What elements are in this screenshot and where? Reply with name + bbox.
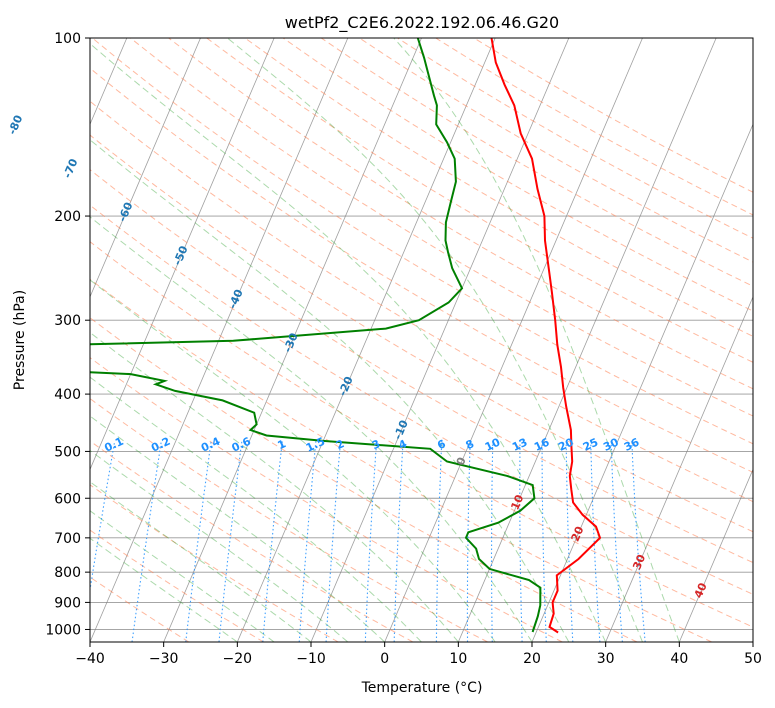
isotherm-line (678, 468, 753, 642)
mixing-ratio-line (565, 440, 574, 642)
isotherm-line (457, 38, 717, 642)
mixing-ratio-label: 13 (510, 436, 529, 454)
mixing-ratio-label: 16 (532, 435, 552, 453)
y-tick-label: 100 (54, 31, 81, 47)
dry-adiabat (90, 357, 563, 642)
y-tick-label: 700 (54, 531, 81, 547)
x-tick-label: −20 (223, 651, 253, 667)
x-tick-label: 50 (744, 651, 762, 667)
dry-adiabat (90, 278, 712, 642)
isotherm-line (384, 38, 643, 642)
isotherm-line (605, 295, 753, 642)
isotherm-label: 10 (508, 492, 526, 512)
mixing-ratio-line (185, 440, 212, 642)
moist-adiabat (393, 38, 680, 642)
dry-adiabat (168, 38, 753, 390)
mixing-ratio-label: 36 (622, 435, 642, 453)
y-tick-label: 200 (54, 209, 81, 225)
moist-adiabat (90, 331, 459, 642)
moist-adiabat (90, 139, 570, 642)
dry-adiabat (90, 317, 638, 642)
mixing-ratio-label: 25 (581, 436, 600, 454)
mixing-ratio-line (298, 440, 317, 642)
mixing-ratio-line (262, 440, 283, 642)
mixing-ratio-line (590, 440, 601, 642)
x-tick-label: 40 (670, 651, 688, 667)
mixing-ratio-line (466, 440, 471, 642)
dry-adiabat (282, 38, 753, 312)
y-axis: 100 200 300 400 500 600 700 800 900 1000 (45, 31, 90, 638)
isotherm-label: 30 (630, 552, 648, 572)
isotherm-line (236, 38, 496, 642)
moist-adiabat (90, 510, 275, 642)
x-axis-label: Temperature (°C) (361, 680, 483, 696)
mixing-ratio-label: 10 (483, 435, 503, 453)
dry-adiabat (90, 134, 753, 533)
dry-adiabat (90, 241, 753, 628)
mixing-ratio-label: 20 (556, 435, 576, 453)
moist-adiabat (227, 38, 643, 642)
mixing-ratio-line (610, 440, 623, 642)
isotherm-label: 20 (569, 524, 587, 544)
y-tick-label: 400 (54, 387, 81, 403)
dry-adiabat (244, 38, 753, 337)
mixing-ratio-line (490, 440, 494, 642)
x-axis: −40 −30 −20 −10 0 10 20 30 40 50 (75, 642, 762, 667)
y-tick-label: 300 (54, 313, 81, 329)
mixing-ratio-line (90, 440, 116, 594)
y-tick-label: 900 (54, 595, 81, 611)
dry-adiabat (90, 484, 339, 642)
overlay-layer (90, 38, 753, 642)
isotherm-line (163, 38, 422, 642)
y-tick-label: 1000 (45, 622, 81, 638)
moist-adiabat (90, 376, 422, 642)
moist-adiabat (90, 449, 349, 642)
isotherm-line (90, 38, 349, 642)
mixing-ratio-label: 30 (601, 435, 621, 453)
x-tick-label: 30 (597, 651, 615, 667)
overlay-label-layer: -100-90-80-70-60-50-40-30-20-10010203040… (6, 113, 710, 601)
plot-frame (89, 37, 754, 643)
isotherm-line (531, 123, 753, 642)
y-axis-label: Pressure (hPa) (12, 290, 28, 390)
mixing-ratio-line (519, 440, 523, 642)
mixing-ratio-line (364, 440, 378, 642)
x-tick-label: −30 (149, 651, 179, 667)
dry-adiabat (91, 38, 753, 445)
isotherm-label: 40 (692, 581, 710, 601)
chart-title: wetPf2_C2E6.2022.192.06.46.G20 (285, 13, 559, 33)
series-layer (90, 38, 602, 634)
mixing-ratio-line (325, 440, 342, 642)
y-tick-label: 800 (54, 565, 81, 581)
moist-adiabat (90, 42, 607, 642)
dry-adiabat (90, 529, 264, 642)
moist-adiabat (90, 279, 496, 642)
dry-adiabat (90, 169, 753, 564)
y-tick-label: 500 (54, 444, 81, 460)
mixing-ratio-line (631, 440, 646, 642)
moist-adiabat (90, 216, 533, 642)
mixing-ratio-line (435, 440, 443, 642)
mixing-ratio-line (131, 440, 162, 642)
temperature-line (490, 38, 602, 634)
x-tick-label: −10 (296, 651, 326, 667)
mixing-ratio-line (218, 440, 243, 642)
mixing-ratio-line (541, 440, 547, 642)
x-tick-label: 0 (380, 651, 389, 667)
isotherm-line (90, 38, 275, 471)
x-tick-label: 10 (449, 651, 467, 667)
isotherm-line (90, 38, 201, 298)
mixing-ratio-line (393, 440, 404, 642)
dewpoint-line (90, 38, 542, 633)
dry-adiabat (90, 100, 753, 503)
x-tick-label: 20 (523, 651, 541, 667)
y-tick-label: 600 (54, 491, 81, 507)
dry-adiabat (130, 38, 753, 417)
x-tick-label: −40 (75, 651, 105, 667)
moist-adiabat (90, 481, 312, 642)
